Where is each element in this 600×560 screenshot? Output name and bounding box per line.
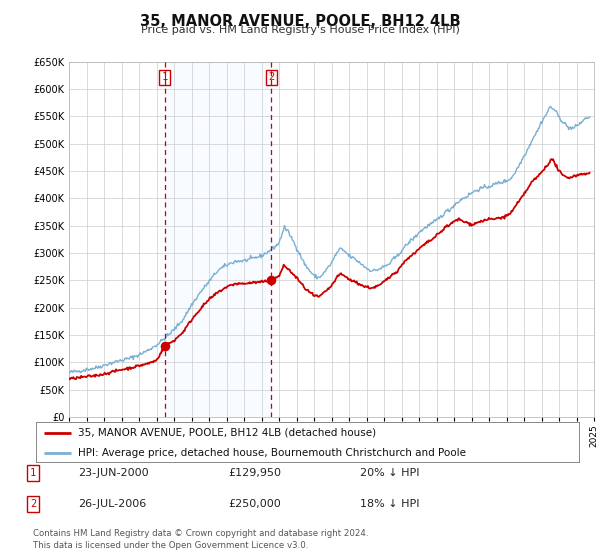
Text: This data is licensed under the Open Government Licence v3.0.: This data is licensed under the Open Gov… (33, 541, 308, 550)
Text: 1: 1 (30, 468, 36, 478)
Text: 20% ↓ HPI: 20% ↓ HPI (360, 468, 419, 478)
Text: 35, MANOR AVENUE, POOLE, BH12 4LB: 35, MANOR AVENUE, POOLE, BH12 4LB (140, 14, 460, 29)
Point (266, 276, 276, 285)
Text: 2: 2 (268, 72, 274, 82)
Text: 35, MANOR AVENUE, POOLE, BH12 4LB (detached house): 35, MANOR AVENUE, POOLE, BH12 4LB (detac… (79, 428, 376, 437)
Text: 18% ↓ HPI: 18% ↓ HPI (360, 499, 419, 509)
Text: Contains HM Land Registry data © Crown copyright and database right 2024.: Contains HM Land Registry data © Crown c… (33, 529, 368, 538)
Text: 26-JUL-2006: 26-JUL-2006 (78, 499, 146, 509)
Text: £250,000: £250,000 (228, 499, 281, 509)
Text: 1: 1 (161, 72, 168, 82)
Text: £129,950: £129,950 (228, 468, 281, 478)
Text: Price paid vs. HM Land Registry's House Price Index (HPI): Price paid vs. HM Land Registry's House … (140, 25, 460, 35)
Text: 2: 2 (30, 499, 36, 509)
Text: 23-JUN-2000: 23-JUN-2000 (78, 468, 149, 478)
Point (160, 342, 170, 351)
Text: HPI: Average price, detached house, Bournemouth Christchurch and Poole: HPI: Average price, detached house, Bour… (79, 448, 466, 458)
Bar (165, 62, 271, 417)
